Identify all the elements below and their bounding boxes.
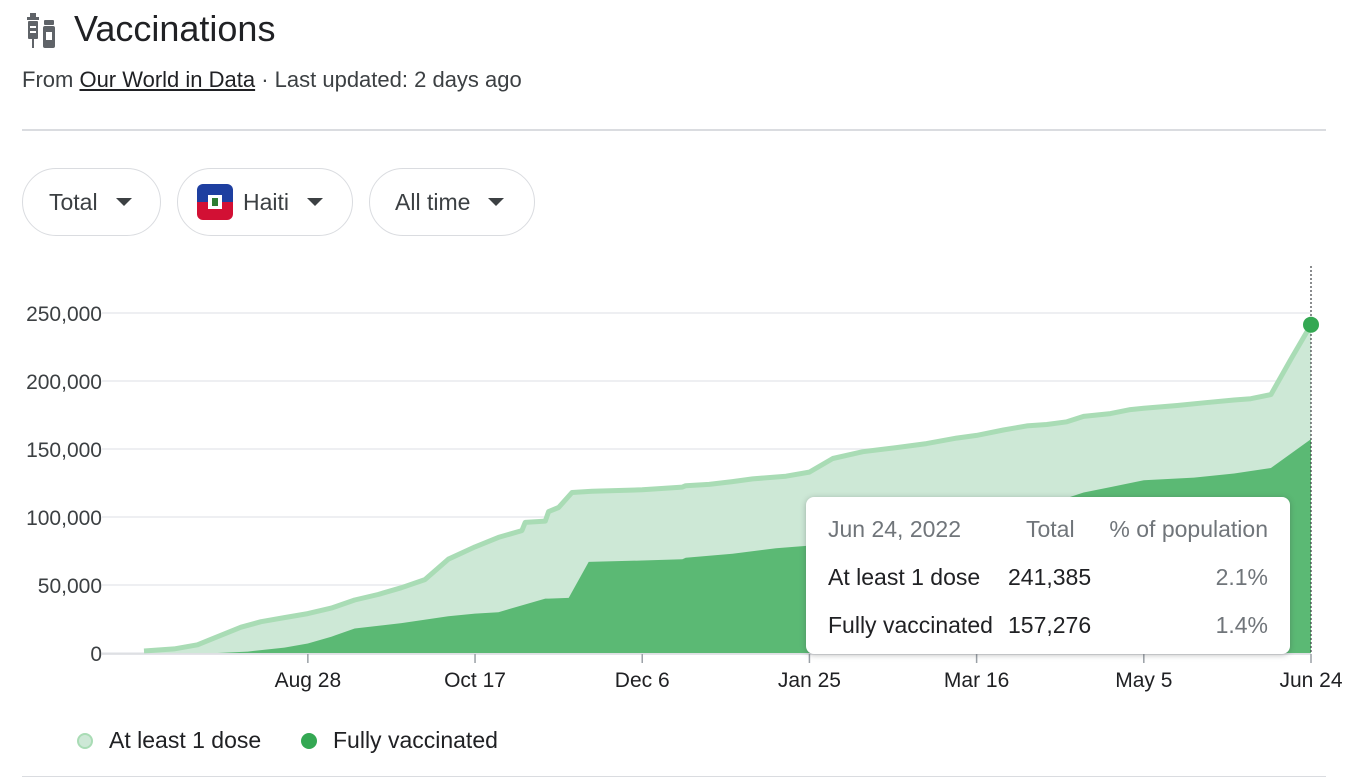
source-link[interactable]: Our World in Data bbox=[79, 67, 256, 92]
line-at-least-1-dose bbox=[143, 323, 1314, 654]
y-tick-label: 250,000 bbox=[26, 303, 102, 326]
y-tick-label: 50,000 bbox=[38, 575, 102, 598]
legend-item-fully-vaccinated[interactable]: Fully vaccinated bbox=[301, 727, 498, 754]
metric-dropdown-label: Total bbox=[49, 188, 98, 215]
y-tick-label: 200,000 bbox=[26, 371, 102, 394]
data-tooltip: Jun 24, 2022 Total % of population At le… bbox=[806, 497, 1290, 654]
y-tick-label: 100,000 bbox=[26, 507, 102, 530]
x-tick-label: Aug 28 bbox=[275, 669, 342, 692]
legend-label: At least 1 dose bbox=[109, 727, 262, 753]
legend-item-at-least-1-dose[interactable]: At least 1 dose bbox=[77, 727, 261, 754]
country-dropdown[interactable]: Haiti bbox=[177, 168, 353, 236]
y-axis-labels: 0 50,000 100,000 150,000 200,000 250,000 bbox=[26, 303, 102, 666]
legend-label: Fully vaccinated bbox=[333, 727, 498, 753]
last-updated-text: · Last updated: 2 days ago bbox=[255, 67, 522, 92]
country-dropdown-label: Haiti bbox=[243, 188, 290, 215]
haiti-flag-icon bbox=[197, 184, 233, 220]
header-divider bbox=[22, 129, 1326, 131]
chevron-down-icon bbox=[115, 198, 132, 206]
time-range-dropdown-label: All time bbox=[395, 188, 471, 215]
source-line: From Our World in Data · Last updated: 2… bbox=[22, 67, 522, 93]
y-tick-label: 150,000 bbox=[26, 439, 102, 462]
tooltip-col-total: Total bbox=[1026, 516, 1075, 542]
x-axis: Aug 28 Oct 17 Dec 6 Jan 25 Mar 16 May 5 Jun 24 bbox=[102, 653, 1343, 692]
tooltip-date: Jun 24, 2022 bbox=[828, 516, 962, 542]
legend-swatch bbox=[301, 732, 317, 749]
tooltip-row-label: At least 1 dose bbox=[828, 564, 981, 590]
legend-swatch bbox=[77, 732, 93, 749]
x-tick-label: May 5 bbox=[1115, 669, 1172, 692]
time-range-dropdown[interactable]: All time bbox=[369, 168, 535, 236]
chevron-down-icon bbox=[488, 198, 505, 206]
x-tick-label: Dec 6 bbox=[615, 669, 670, 692]
tooltip-row-total: 241,385 bbox=[1008, 564, 1092, 590]
chevron-down-icon bbox=[307, 198, 324, 206]
tooltip-row-label: Fully vaccinated bbox=[828, 612, 993, 638]
x-tick-label: Jun 24 bbox=[1279, 669, 1342, 692]
metric-dropdown[interactable]: Total bbox=[22, 168, 161, 236]
page-title: Vaccinations bbox=[74, 8, 276, 49]
x-tick-label: Jan 25 bbox=[778, 669, 841, 692]
y-tick-label: 0 bbox=[90, 643, 102, 666]
footer-divider bbox=[22, 776, 1326, 777]
hover-point-marker bbox=[1303, 316, 1319, 333]
tooltip-row-pct: 2.1% bbox=[1215, 564, 1268, 590]
from-label: From bbox=[22, 67, 80, 92]
tooltip-row-pct: 1.4% bbox=[1215, 612, 1268, 638]
x-tick-label: Mar 16 bbox=[944, 669, 1009, 692]
tooltip-row-total: 157,276 bbox=[1008, 612, 1092, 638]
tooltip-col-pct: % of population bbox=[1109, 516, 1268, 542]
syringe-and-vial-icon bbox=[22, 12, 60, 50]
x-tick-label: Oct 17 bbox=[444, 669, 506, 692]
